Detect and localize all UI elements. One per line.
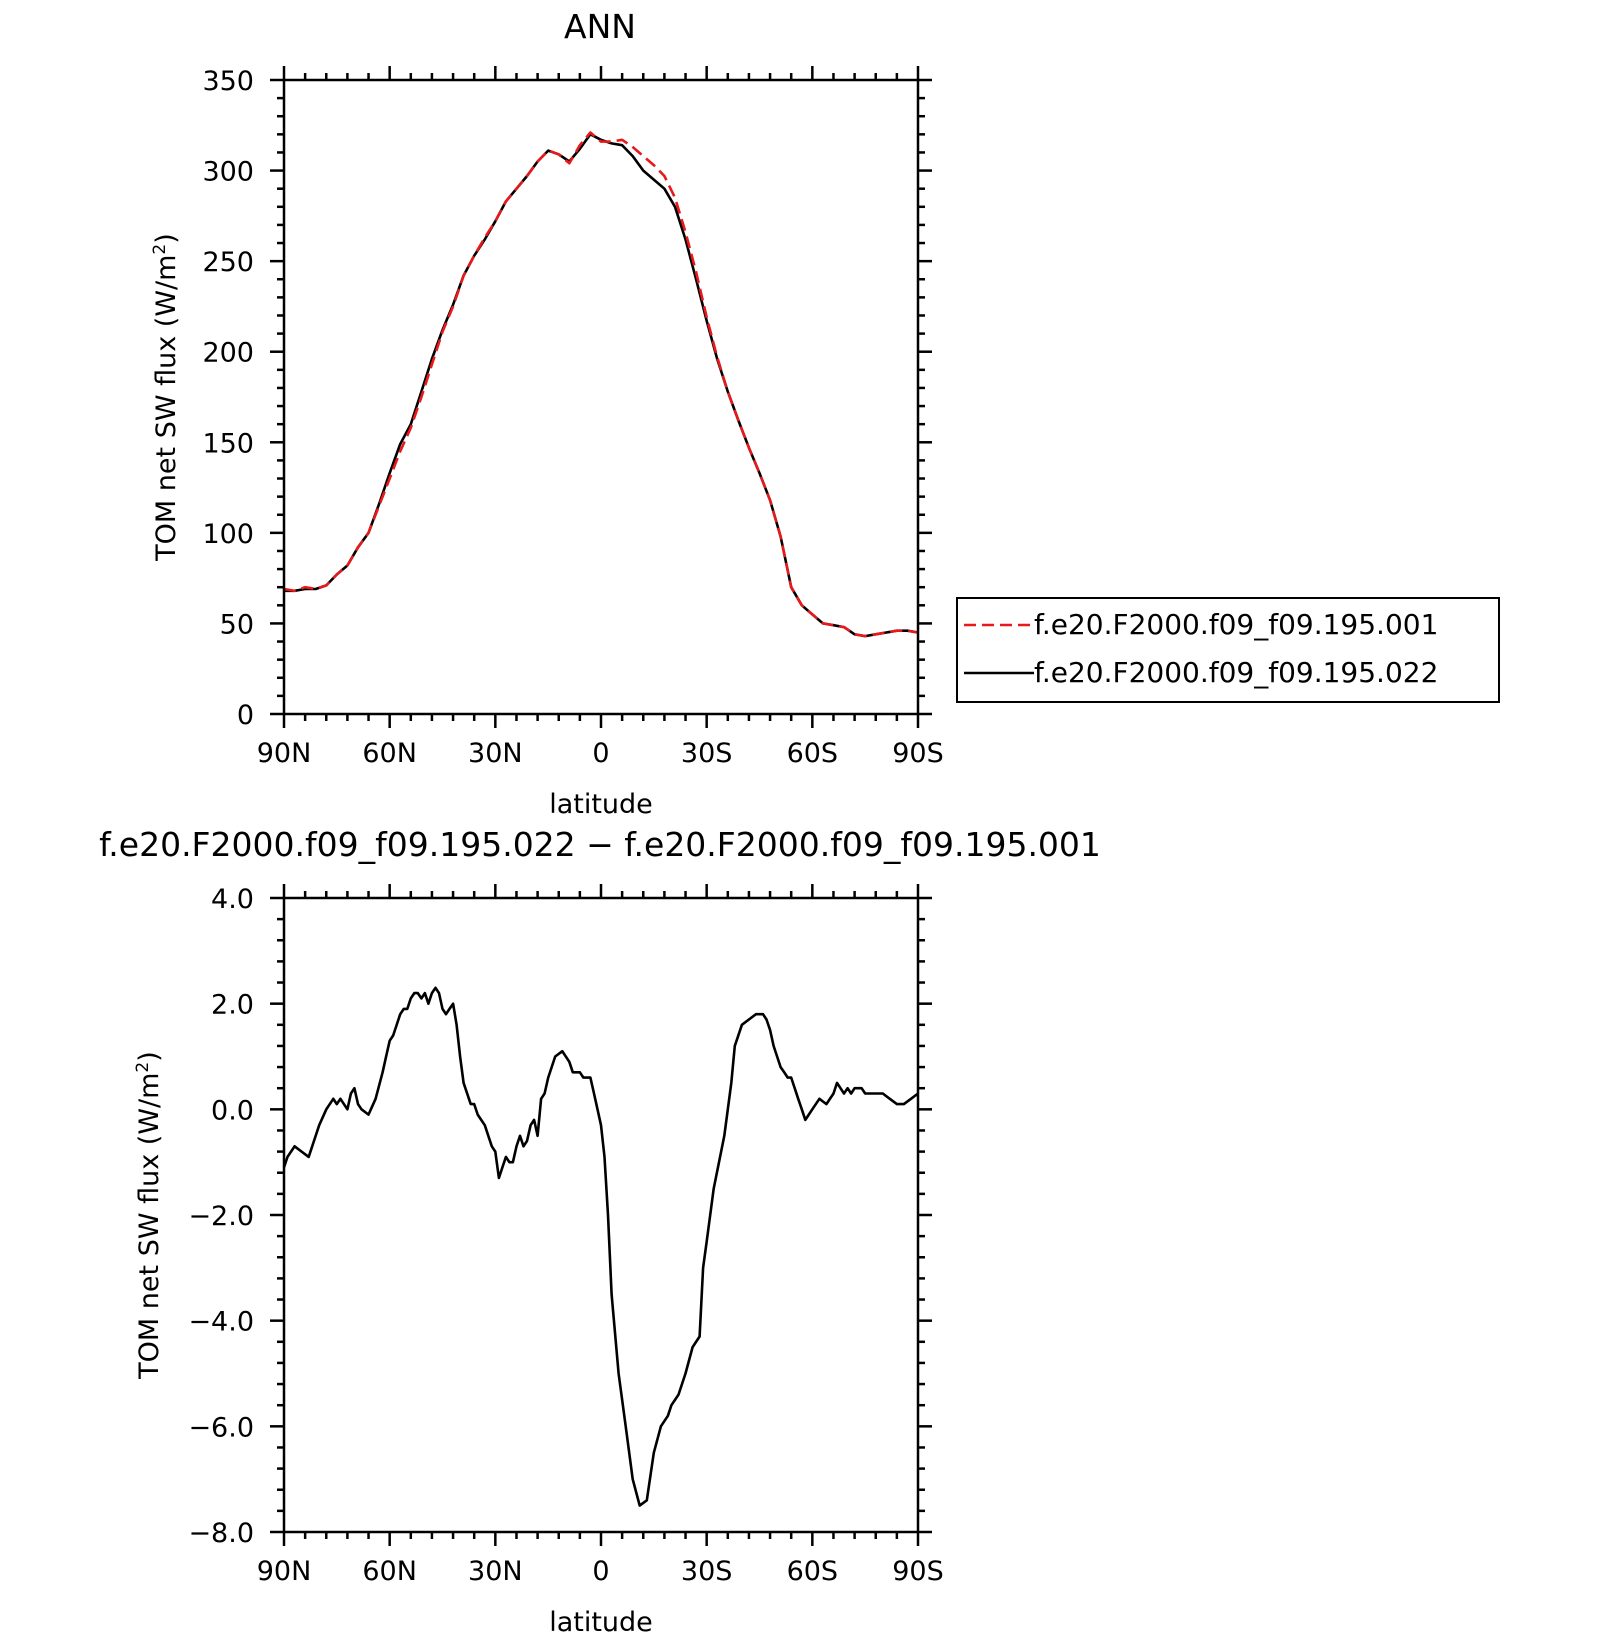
bottom-y-tick-label: 4.0 [211,884,254,915]
bottom-panel: f.e20.F2000.f09_f09.195.022 − f.e20.F200… [99,825,1101,1635]
bottom-y-axis-label-close: ) [134,1051,165,1062]
top-axis-ticks: 90N 60N 30N 0 30S 60S 90S 0 50 100 150 200 250 300 350 [202,66,944,769]
bottom-x-tick-label: 60N [362,1556,417,1587]
top-y-tick-label: 0 [237,700,254,731]
top-y-tick-label: 350 [202,66,254,97]
bottom-axis-ticks: 90N 60N 30N 0 30S 60S 90S 4.0 2.0 0.0 −2.0 −4.0 −6.0… [188,884,944,1587]
bottom-y-tick-label: −6.0 [188,1412,254,1443]
top-y-tick-label: 100 [202,519,254,550]
top-plot-frame [282,78,920,716]
top-x-tick-label: 60S [787,738,839,769]
bottom-series-group [282,986,919,1507]
bottom-y-tick-label: −4.0 [188,1307,254,1338]
top-x-tick-label: 60N [362,738,417,769]
top-y-tick-label: 50 [220,609,254,640]
top-y-tick-label: 300 [202,157,254,188]
bottom-y-tick-label: −2.0 [188,1201,254,1232]
top-x-tick-label: 30S [681,738,733,769]
top-x-tick-label: 90S [892,738,944,769]
bottom-y-axis-label-sup: 2 [133,1062,153,1073]
top-x-tick-label: 30N [468,738,523,769]
top-x-tick-label: 90N [257,738,312,769]
bottom-x-tick-label: 30N [468,1556,523,1587]
bottom-x-tick-label: 30S [681,1556,733,1587]
bottom-series-line-1 [282,986,919,1507]
bottom-plot-frame [282,896,920,1534]
legend-label-series-2: f.e20.F2000.f09_f09.195.022 [1034,656,1438,689]
top-series-group [283,131,919,638]
bottom-x-tick-label: 90N [257,1556,312,1587]
top-x-axis-label: latitude [549,789,653,820]
bottom-chart-title: f.e20.F2000.f09_f09.195.022 − f.e20.F200… [99,825,1101,864]
bottom-x-axis-label: latitude [549,1607,653,1635]
bottom-x-tick-label: 90S [892,1556,944,1587]
legend-box [956,597,1500,703]
top-y-tick-label: 250 [202,247,254,278]
top-y-axis-label-sup: 2 [150,244,170,255]
top-series-line-2 [283,131,919,638]
bottom-y-tick-label: 0.0 [211,1095,254,1126]
top-y-axis-label-main: TOM net SW flux (W/m [151,255,182,562]
legend: f.e20.F2000.f09_f09.195.001 f.e20.F2000.… [956,597,1500,703]
bottom-y-axis-label-main: TOM net SW flux (W/m [134,1073,165,1380]
bottom-y-tick-label: −8.0 [188,1518,254,1549]
top-y-axis-label-close: ) [151,233,182,244]
top-chart-title: ANN [564,7,636,46]
top-series-line-1 [284,133,919,638]
top-y-tick-label: 200 [202,338,254,369]
bottom-y-tick-label: 2.0 [211,990,254,1021]
bottom-x-tick-label: 0 [592,1556,609,1587]
top-panel: ANN 90N 60N 30N 0 30S 60S 90S 0 50 100 150 200 250 30… [150,7,1500,820]
top-y-tick-label: 150 [202,428,254,459]
bottom-y-axis-label: TOM net SW flux (W/m2) [133,1051,165,1380]
top-x-tick-label: 0 [592,738,609,769]
top-y-axis-label: TOM net SW flux (W/m2) [150,233,182,562]
legend-label-series-1: f.e20.F2000.f09_f09.195.001 [1034,608,1438,641]
bottom-x-tick-label: 60S [787,1556,839,1587]
